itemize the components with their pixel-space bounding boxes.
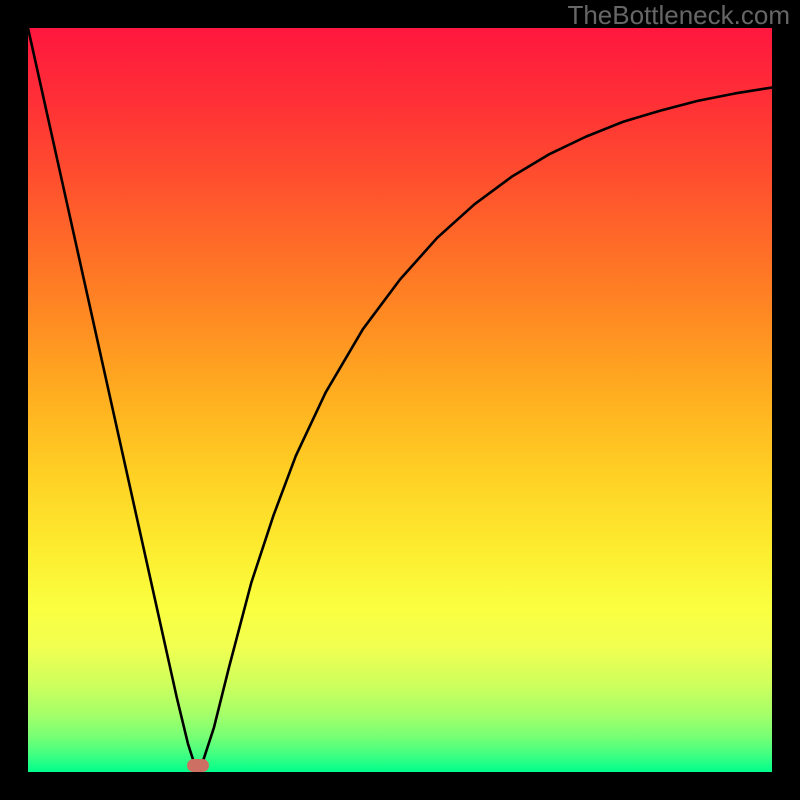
plot-area [28,28,772,772]
minimum-marker [187,759,209,772]
chart-canvas: TheBottleneck.com [0,0,800,800]
watermark-text: TheBottleneck.com [567,0,790,31]
bottleneck-curve [28,28,772,772]
